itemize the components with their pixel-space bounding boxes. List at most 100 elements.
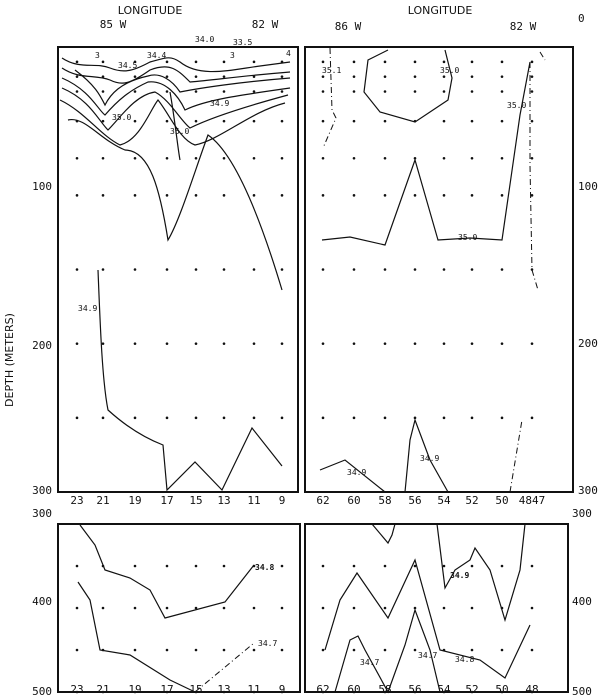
station-dot [383,606,387,610]
station-dot [352,156,356,160]
station-dot [500,60,504,64]
station-dot [165,60,169,64]
station-dot [383,75,387,78]
station-dot [101,194,105,197]
station-dot [165,75,169,78]
x-tick-label: 62 [316,494,329,507]
x-tick-label: 60 [347,683,360,696]
station-dot [442,119,446,123]
station-dot [383,90,387,93]
x-tick-label: 58 [378,494,391,507]
station-dot [75,90,79,93]
station-dot [352,90,356,93]
contour-label: 34.7 [418,651,437,660]
station-dot [383,564,387,568]
station-dot [133,690,137,694]
contour-label: 35.0 [170,127,189,136]
x-tick-label: 17 [160,494,173,507]
station-dot [75,690,79,694]
station-dot [470,194,474,197]
contour-label: 34.9 [450,571,469,580]
station-dot [165,90,169,93]
station-dot [321,194,325,197]
station-dot [470,416,474,420]
station-dot [530,648,534,652]
station-dot [530,564,534,568]
x-tick-label: 56 [408,494,421,507]
station-dot [101,156,105,160]
station-dot [321,342,325,345]
x-tick-label: 15 [189,494,202,507]
contour-label: 4 [286,49,291,58]
station-dot [194,119,198,123]
contour-label: 3 [230,51,235,60]
station-dot [530,342,534,345]
station-dot [500,119,504,123]
station-dot [165,342,169,345]
station-dot [530,119,534,123]
x-tick-label: 13 [217,683,230,696]
station-dot [75,564,79,568]
station-dot [321,416,325,420]
station-dot [252,90,256,93]
station-dot [280,648,284,652]
panel-frame-top-right [304,46,574,493]
station-dot [75,156,79,160]
panel-title-right: LONGITUDE [408,4,473,17]
station-dot [280,606,284,610]
station-dot [133,564,137,568]
station-dot [133,156,137,160]
station-dot [165,690,169,694]
station-dot [222,606,226,610]
station-dot [442,268,446,271]
station-dot [280,156,284,160]
station-dot [413,564,417,568]
station-dot [470,648,474,652]
station-dot [321,90,325,93]
x-tick-label: 62 [316,683,329,696]
y-tick-300-br: 300 [572,507,592,520]
station-dot [280,342,284,345]
x-tick-label: 48 [525,683,538,696]
station-dot [252,268,256,271]
station-dot [383,416,387,420]
station-dot [101,690,105,694]
contour-label: 34.8 [255,563,274,572]
station-dot [280,90,284,93]
station-dot [413,342,417,345]
station-dot [101,416,105,420]
station-dot [470,690,474,694]
station-dot [470,119,474,123]
contours-bottom-left: 34.8 34.7 [77,524,277,693]
station-dot [280,194,284,197]
station-dot [222,60,226,64]
contour-label: 3 [95,51,100,60]
station-dot [530,194,534,197]
station-dot [442,342,446,345]
panel-frame-top-left [57,46,299,493]
station-dot [133,606,137,610]
station-dot [352,342,356,345]
x-tick-label: 15 [189,683,202,696]
y-tick-300-bl: 300 [32,507,52,520]
station-dot [194,648,198,652]
station-dot [442,606,446,610]
y-tick-200-right: 200 [578,337,598,350]
station-dot [222,156,226,160]
top-label-85w: 85 W [100,18,127,31]
contour-label: 35.0 [440,66,459,75]
station-dot [101,90,105,93]
station-dot [470,268,474,271]
station-dot [321,268,325,271]
station-dot [321,690,325,694]
station-dot [165,194,169,197]
station-dot [383,156,387,160]
contour-label: 34.8 [455,655,474,664]
station-dot [442,690,446,694]
station-dot [165,156,169,160]
station-dot [530,690,534,694]
station-dot [280,119,284,123]
x-tick-label: 54 [437,494,451,507]
station-dot [194,60,198,64]
station-dot [252,75,256,78]
